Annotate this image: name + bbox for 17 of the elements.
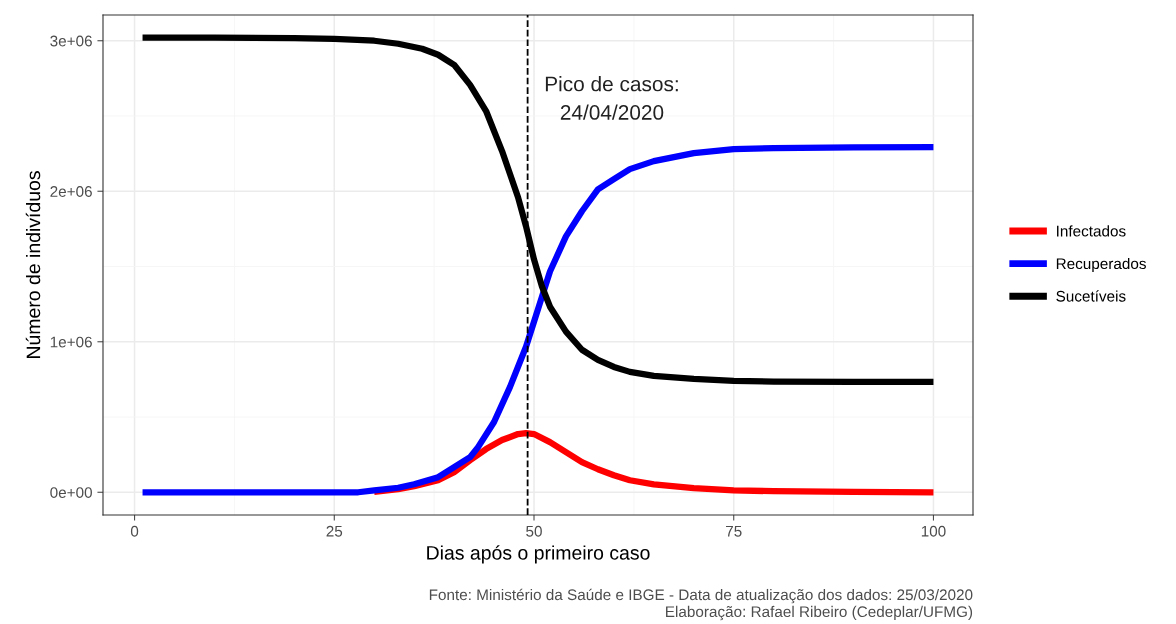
y-tick-label: 0e+00 — [50, 487, 92, 498]
y-tick-label: 3e+06 — [50, 35, 92, 47]
x-tick-label: 0 — [130, 525, 139, 537]
y-axis-title: Número de indivíduos — [25, 171, 41, 358]
text: Elaboração: Rafael Ribeiro (Cedeplar/UFMG) — [666, 605, 973, 621]
x-tick-label: 50 — [526, 525, 542, 537]
y-tick-label: 1e+06 — [50, 336, 92, 348]
x-tick-label: 75 — [726, 525, 742, 537]
legend-label: Recuperados — [1056, 257, 1146, 273]
x-tick-label: 100 — [921, 525, 946, 537]
legend-label: Infectados — [1057, 225, 1126, 237]
y-tick-label: 2e+06 — [50, 186, 92, 197]
legend-label: Sucetíveis — [1056, 290, 1126, 302]
annotation: Pico de casos: 24/04/2020 — [545, 76, 678, 120]
x-axis-title: Dias após o primeiro caso — [427, 545, 650, 564]
x-tick-label: 25 — [326, 525, 343, 537]
source-note: Fonte: Ministério da Saúde e IBGE - Data de atualização dos dados: 25/03/2020 — [429, 588, 973, 604]
